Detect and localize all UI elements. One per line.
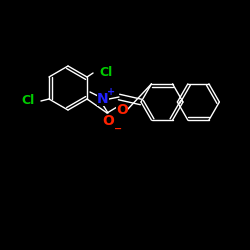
Text: O: O [116,103,128,117]
Text: Cl: Cl [99,66,112,80]
Text: N: N [97,92,109,106]
Text: Cl: Cl [22,94,35,108]
Text: −: − [114,124,122,134]
Text: O: O [102,114,114,128]
Text: +: + [107,87,115,97]
